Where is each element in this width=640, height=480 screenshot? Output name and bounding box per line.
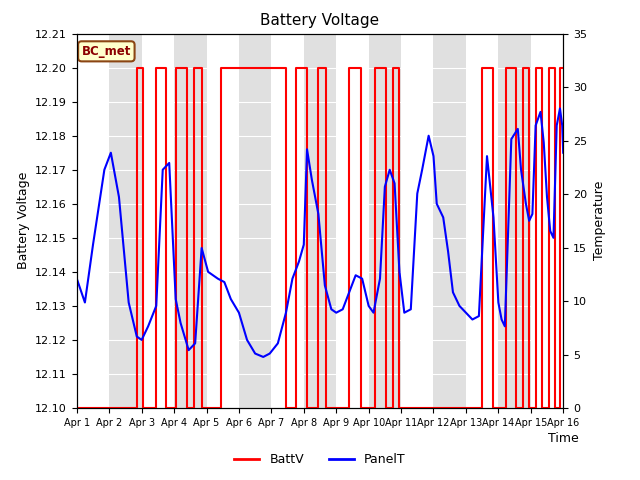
Text: BC_met: BC_met xyxy=(82,45,131,58)
Title: Battery Voltage: Battery Voltage xyxy=(260,13,380,28)
Bar xyxy=(109,34,141,408)
Y-axis label: Temperature: Temperature xyxy=(593,181,605,261)
Legend: BattV, PanelT: BattV, PanelT xyxy=(229,448,411,471)
Bar xyxy=(433,34,466,408)
Bar xyxy=(239,34,271,408)
Y-axis label: Battery Voltage: Battery Voltage xyxy=(17,172,29,269)
Text: Time: Time xyxy=(548,432,579,444)
Bar xyxy=(499,34,531,408)
Bar xyxy=(174,34,207,408)
Bar xyxy=(369,34,401,408)
Bar xyxy=(304,34,336,408)
